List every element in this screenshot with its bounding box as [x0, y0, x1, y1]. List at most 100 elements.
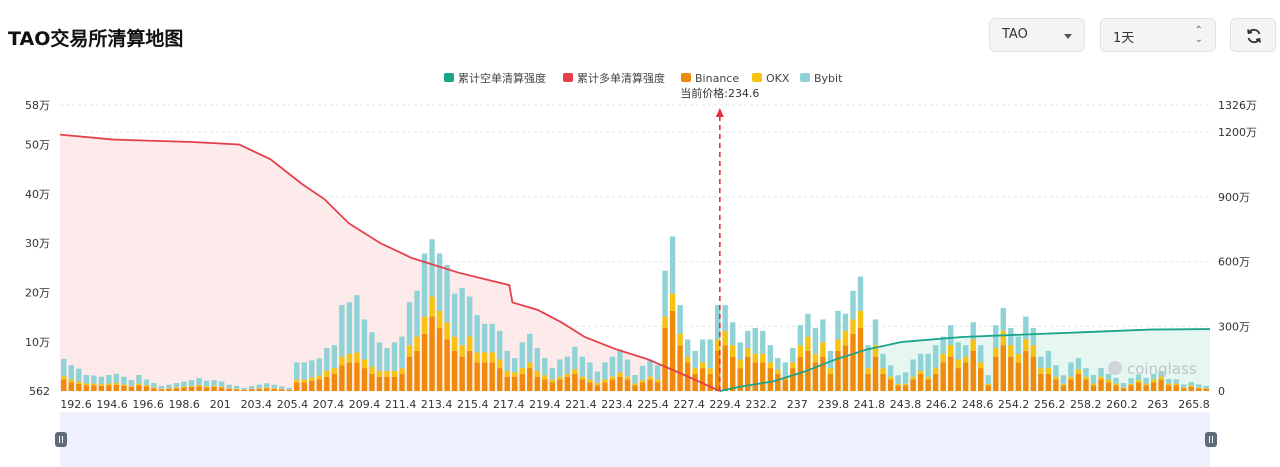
- bar-okx: [730, 345, 736, 357]
- bar-bybit: [1180, 384, 1187, 388]
- left-tick-label: 50万: [25, 138, 50, 151]
- x-tick-label: 196.6: [132, 398, 164, 411]
- bar-bybit: [166, 384, 172, 389]
- slider-handle-right[interactable]: [1205, 432, 1217, 447]
- bar-bybit: [669, 236, 676, 294]
- bar-bybit: [1196, 384, 1202, 388]
- bar-okx: [158, 388, 165, 390]
- bar-okx: [617, 372, 623, 377]
- bar-okx: [339, 356, 345, 366]
- bar-binance: [662, 328, 668, 391]
- bar-binance: [489, 362, 495, 391]
- x-tick-label: 227.4: [673, 398, 705, 411]
- bar-okx: [880, 368, 886, 374]
- bar-binance: [211, 386, 217, 391]
- bar-binance: [203, 387, 210, 391]
- bar-okx: [639, 380, 646, 383]
- bar-bybit: [76, 368, 82, 382]
- range-select[interactable]: 1天 ⌃ ⌄: [1100, 18, 1216, 52]
- right-tick-label: 0: [1218, 385, 1225, 398]
- bar-binance: [963, 362, 969, 391]
- bar-okx: [406, 345, 413, 357]
- bar-binance: [481, 362, 488, 391]
- bar-bybit: [1068, 362, 1074, 377]
- x-tick-label: 265.8: [1178, 398, 1210, 411]
- bar-okx: [489, 352, 495, 363]
- bar-binance: [1060, 385, 1067, 391]
- legend: 累计空单清算强度 累计多单清算强度 Binance OKX Bybit: [444, 71, 843, 85]
- bar-binance: [775, 373, 781, 391]
- bar-bybit: [782, 362, 789, 377]
- bar-bybit: [579, 356, 586, 377]
- bar-binance: [639, 382, 646, 391]
- bar-okx: [83, 383, 90, 386]
- x-tick-label: 219.4: [529, 398, 561, 411]
- coin-select-value: TAO: [1002, 27, 1028, 42]
- bar-binance: [143, 386, 150, 391]
- slider-handle-left[interactable]: [55, 432, 67, 447]
- left-tick-label: 40万: [25, 188, 50, 201]
- bar-binance: [504, 376, 510, 391]
- bar-binance: [1135, 382, 1142, 391]
- bar-okx: [1165, 383, 1172, 386]
- x-tick-label: 243.8: [890, 398, 922, 411]
- bar-okx: [669, 293, 676, 311]
- x-tick-label: 201: [210, 398, 231, 411]
- bar-bybit: [1015, 336, 1022, 354]
- bar-bybit: [286, 387, 292, 390]
- bar-binance: [166, 388, 172, 391]
- bar-binance: [98, 385, 105, 391]
- bar-binance: [647, 379, 653, 391]
- bar-okx: [775, 369, 781, 374]
- bar-binance: [669, 310, 676, 391]
- bar-bybit: [331, 345, 338, 369]
- bar-okx: [316, 375, 323, 380]
- bar-binance: [865, 373, 871, 391]
- bar-binance: [324, 376, 330, 391]
- bar-okx: [481, 352, 488, 363]
- bar-bybit: [722, 305, 728, 331]
- x-tick-label: 203.4: [241, 398, 273, 411]
- bar-bybit: [1038, 356, 1044, 369]
- left-tick-label: 58万: [25, 99, 50, 112]
- watermark-logo: [1108, 361, 1122, 375]
- bar-bybit: [812, 328, 819, 354]
- refresh-button[interactable]: [1230, 18, 1276, 52]
- bar-binance: [692, 373, 698, 391]
- bar-okx: [857, 310, 864, 329]
- bar-bybit: [1060, 375, 1067, 384]
- bar-binance: [286, 389, 292, 391]
- bar-binance: [83, 385, 90, 391]
- x-tick-label: 192.6: [60, 398, 92, 411]
- bar-okx: [399, 368, 405, 374]
- bar-okx: [444, 322, 450, 340]
- bar-binance: [617, 376, 623, 391]
- x-tick-label: 237: [787, 398, 808, 411]
- bar-okx: [760, 353, 766, 363]
- bar-okx: [947, 345, 954, 357]
- bar-bybit: [354, 295, 360, 353]
- bar-bybit: [271, 384, 277, 389]
- coin-select[interactable]: TAO: [989, 18, 1085, 52]
- bar-okx: [1113, 383, 1119, 386]
- bar-binance: [196, 386, 202, 391]
- legend-swatch: [752, 73, 762, 82]
- bar-bybit: [324, 348, 330, 371]
- bar-okx: [955, 359, 961, 369]
- bar-bybit: [677, 305, 683, 334]
- bar-okx: [722, 330, 728, 346]
- bar-binance: [294, 382, 300, 391]
- bar-bybit: [203, 380, 210, 387]
- bar-okx: [1090, 383, 1097, 386]
- bar-binance: [429, 316, 435, 391]
- bar-okx: [752, 353, 758, 363]
- bar-binance: [301, 382, 307, 391]
- bar-bybit: [940, 336, 946, 354]
- bar-bybit: [173, 382, 180, 388]
- range-slider[interactable]: [55, 412, 1217, 467]
- bar-binance: [993, 356, 999, 391]
- bar-okx: [970, 339, 976, 351]
- bar-okx: [91, 383, 97, 386]
- bar-bybit: [549, 368, 556, 380]
- bar-binance: [436, 328, 443, 391]
